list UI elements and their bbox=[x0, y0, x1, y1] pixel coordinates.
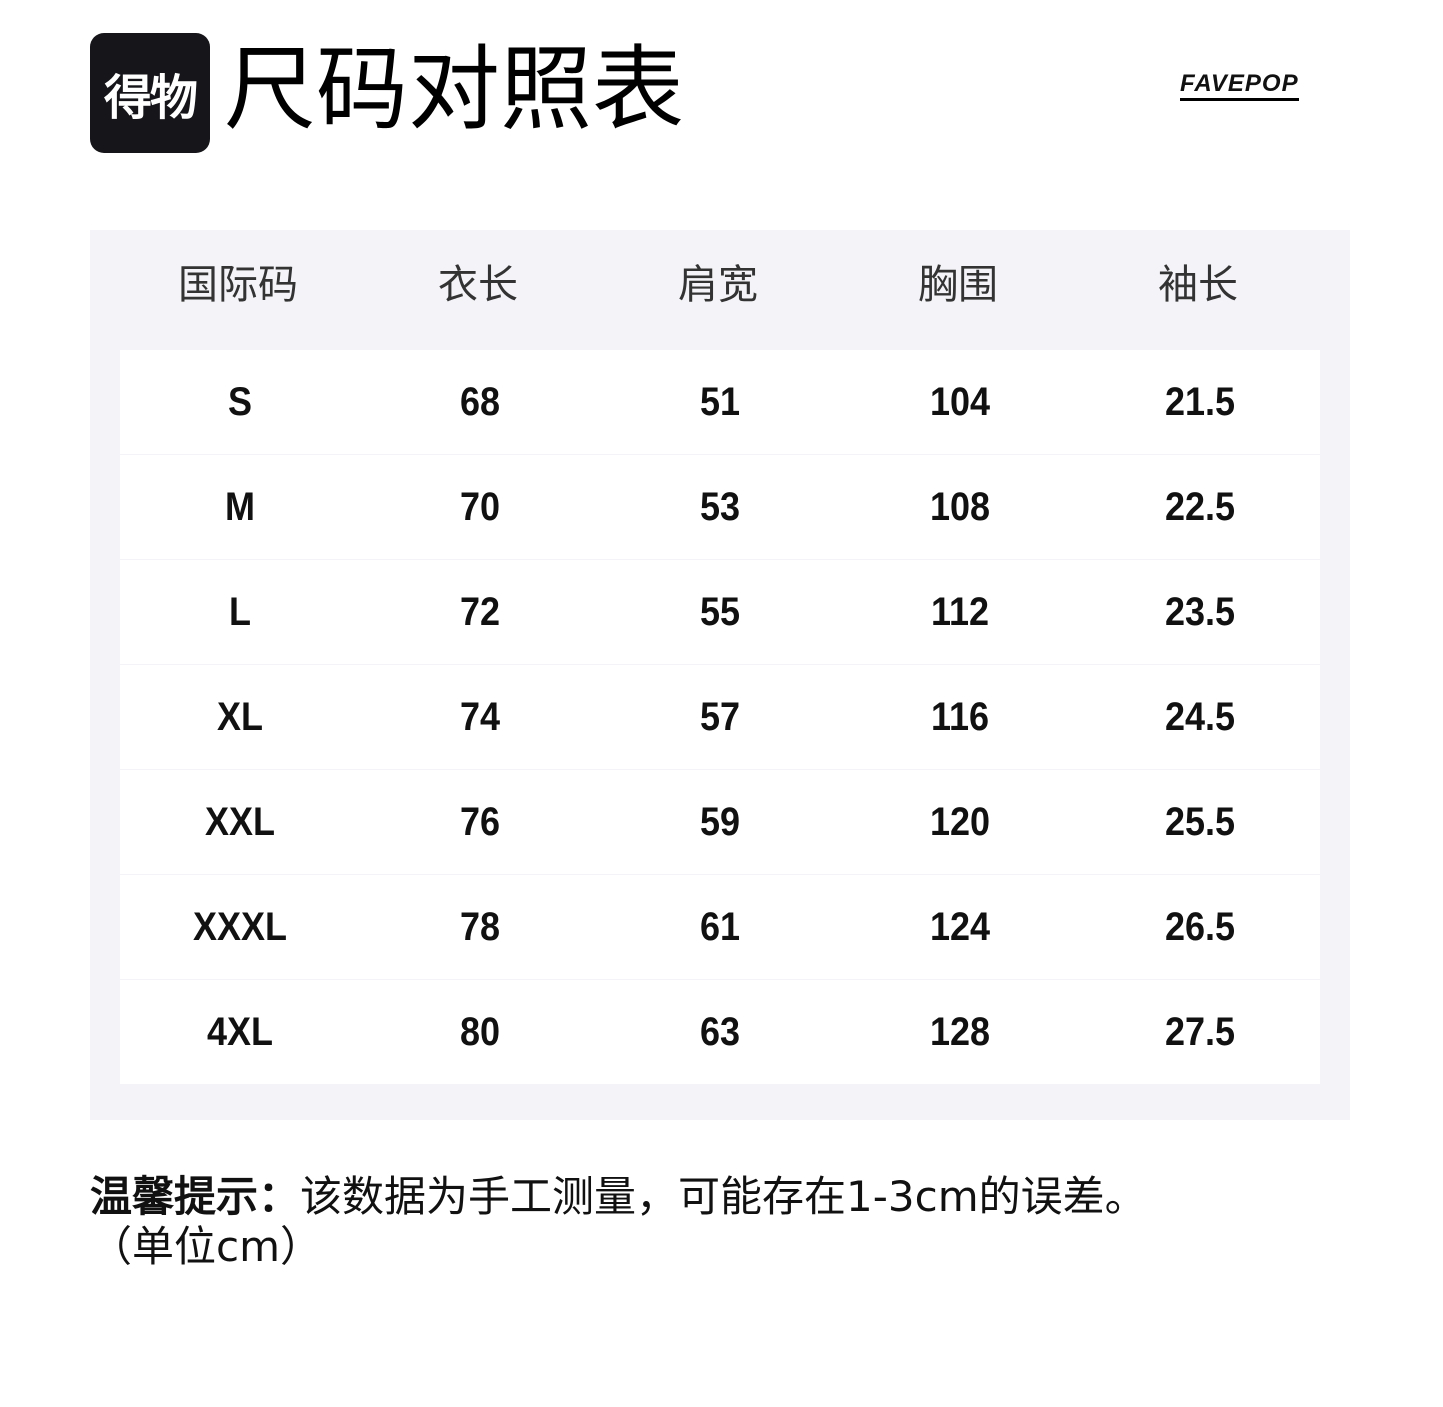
table-cell: 63 bbox=[699, 1009, 741, 1054]
size-table: 国际码 衣长 肩宽 胸围 袖长 S 68 51 104 21.5 M 70 53 108 22.5 L 72 5… bbox=[90, 230, 1350, 1120]
table-cell: XXL bbox=[204, 799, 276, 844]
table-cell: XXXL bbox=[192, 904, 288, 949]
table-cell: 72 bbox=[459, 589, 501, 634]
table-cell: M bbox=[224, 484, 255, 529]
table-row: XXL 76 59 120 25.5 bbox=[120, 770, 1320, 874]
table-cell: 80 bbox=[459, 1009, 501, 1054]
table-cell: 4XL bbox=[206, 1009, 274, 1054]
column-header: 国际码 bbox=[178, 262, 298, 308]
table-cell: L bbox=[229, 589, 251, 634]
dewu-logo: 得物 bbox=[90, 33, 210, 153]
table-cell: S bbox=[227, 379, 253, 424]
table-cell: 76 bbox=[459, 799, 501, 844]
table-header: 国际码 衣长 肩宽 胸围 袖长 bbox=[118, 260, 1318, 310]
table-cell: 55 bbox=[699, 589, 741, 634]
table-cell: 61 bbox=[699, 904, 741, 949]
page-title: 尺码对照表 bbox=[224, 36, 685, 143]
table-cell: 53 bbox=[699, 484, 741, 529]
unit-text: （单位cm） bbox=[90, 1222, 323, 1271]
table-cell: 74 bbox=[459, 694, 501, 739]
table-cell: 78 bbox=[459, 904, 501, 949]
table-cell: 26.5 bbox=[1164, 904, 1236, 949]
table-cell: 59 bbox=[699, 799, 741, 844]
table-cell: 128 bbox=[929, 1009, 991, 1054]
note: 温馨提示：该数据为手工测量，可能存在1-3cm的误差。 （单位cm） bbox=[90, 1172, 1147, 1272]
table-body: S 68 51 104 21.5 M 70 53 108 22.5 L 72 55 112 23.5 XL 74… bbox=[120, 350, 1320, 1085]
column-header: 肩宽 bbox=[678, 262, 758, 308]
table-cell: 23.5 bbox=[1164, 589, 1236, 634]
table-cell: 108 bbox=[929, 484, 991, 529]
table-row: S 68 51 104 21.5 bbox=[120, 350, 1320, 454]
column-header: 袖长 bbox=[1158, 262, 1238, 308]
table-cell: 70 bbox=[459, 484, 501, 529]
table-cell: 68 bbox=[459, 379, 501, 424]
table-row: XXXL 78 61 124 26.5 bbox=[120, 875, 1320, 979]
favepop-logo: FAVEPOP bbox=[1180, 70, 1299, 101]
table-row: L 72 55 112 23.5 bbox=[120, 560, 1320, 664]
table-cell: 27.5 bbox=[1164, 1009, 1236, 1054]
table-cell: 24.5 bbox=[1164, 694, 1236, 739]
table-cell: 22.5 bbox=[1164, 484, 1236, 529]
note-label: 温馨提示： bbox=[90, 1172, 301, 1221]
table-row: M 70 53 108 22.5 bbox=[120, 455, 1320, 559]
table-cell: 104 bbox=[929, 379, 991, 424]
table-row: XL 74 57 116 24.5 bbox=[120, 665, 1320, 769]
table-cell: 25.5 bbox=[1164, 799, 1236, 844]
table-cell: 124 bbox=[929, 904, 991, 949]
table-cell: 112 bbox=[930, 589, 990, 634]
table-cell: 57 bbox=[699, 694, 741, 739]
table-cell: 21.5 bbox=[1164, 379, 1236, 424]
table-cell: 120 bbox=[929, 799, 991, 844]
table-row: 4XL 80 63 128 27.5 bbox=[120, 980, 1320, 1084]
table-cell: 116 bbox=[930, 694, 990, 739]
table-cell: 51 bbox=[699, 379, 741, 424]
column-header: 胸围 bbox=[918, 262, 998, 308]
table-cell: XL bbox=[216, 694, 264, 739]
note-text: 该数据为手工测量，可能存在1-3cm的误差。 bbox=[300, 1172, 1147, 1221]
column-header: 衣长 bbox=[438, 262, 518, 308]
